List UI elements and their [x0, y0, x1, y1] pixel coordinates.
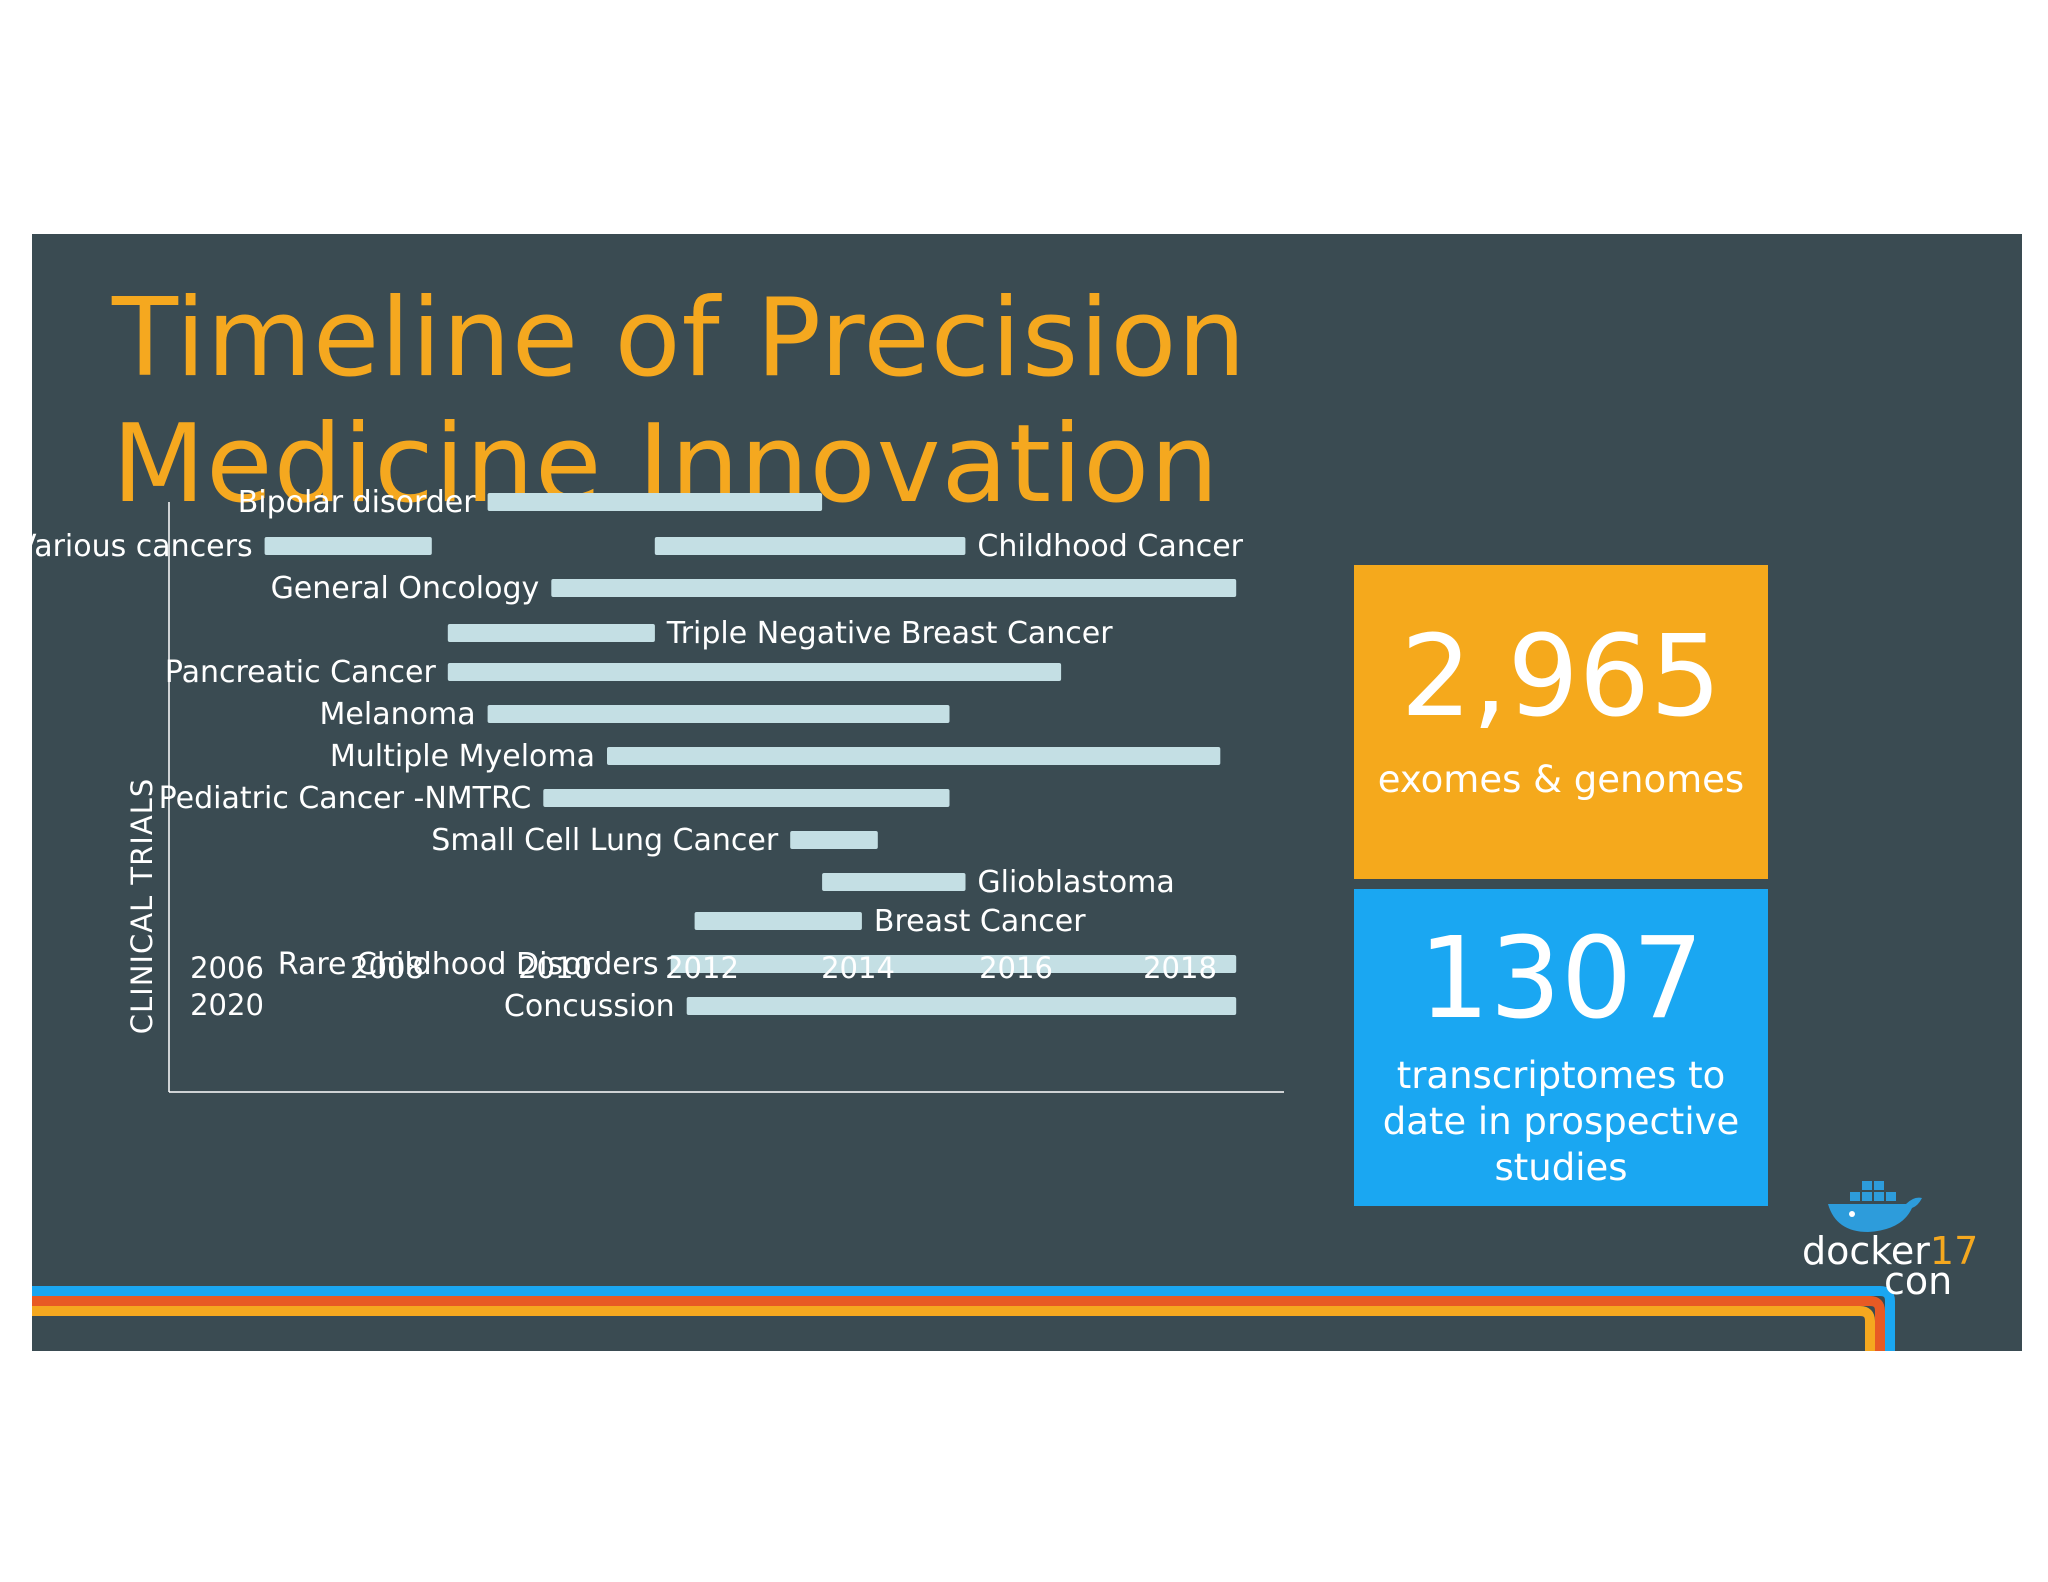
stat-transcriptomes: 1307 transcriptomes to date in prospecti… — [1354, 889, 1768, 1206]
slide: Timeline of Precision Medicine Innovatio… — [32, 234, 2022, 1351]
bar-concussion — [686, 997, 1237, 1015]
slide-title: Timeline of Precision Medicine Innovatio… — [112, 276, 1247, 528]
stripe-yellow — [32, 1306, 1875, 1351]
x-tick-label: 2006 — [190, 951, 264, 985]
bar-label: Melanoma — [320, 697, 476, 732]
timeline-chart: CLINICAL TRIALS Bipolar disorder Various … — [32, 485, 1284, 1093]
x-tick-label: 2012 — [665, 951, 739, 985]
bar-label: Concussion — [504, 989, 675, 1024]
stat-exomes-genomes: 2,965 exomes & genomes — [1354, 565, 1768, 879]
docker-whale-icon — [1828, 1181, 1922, 1232]
stat-value: 2,965 — [1400, 612, 1722, 742]
bar-rare-childhood-disorders — [670, 955, 1237, 973]
bar-pancreatic-cancer — [447, 663, 1062, 681]
bar-label: Breast Cancer — [874, 904, 1086, 939]
stripe-orange — [32, 1296, 1885, 1351]
logo-number: 17 — [1929, 1229, 1979, 1273]
bar-general-oncology — [551, 579, 1237, 597]
x-tick-label: 2014 — [821, 951, 895, 985]
x-tick-label: 2018 — [1143, 951, 1217, 985]
x-tick-labels: 2006 2008 2010 2012 2014 2016 2018 2020 — [190, 951, 1217, 1022]
bar-multiple-myeloma — [607, 747, 1221, 765]
bar-label: Bipolar disorder — [238, 485, 477, 520]
bar-label: Small Cell Lung Cancer — [431, 823, 779, 858]
logo-suffix: con — [1884, 1259, 1953, 1303]
y-axis-title: CLINICAL TRIALS — [125, 778, 159, 1035]
stripe-blue — [32, 1286, 1895, 1351]
bar-various-cancers — [264, 537, 432, 555]
bar-label: Pediatric Cancer -NMTRC — [159, 781, 532, 816]
bar-label: General Oncology — [271, 571, 540, 606]
bar-childhood-cancer — [654, 537, 966, 555]
bar-label: Various cancers — [32, 529, 253, 564]
bar-label: Triple Negative Breast Cancer — [666, 616, 1113, 651]
bar-label: Rare Childhood Disorders — [278, 947, 659, 982]
dockercon-logo: docker17 con — [1802, 1174, 1982, 1304]
bar-glioblastoma — [822, 873, 966, 891]
stat-text: transcriptomes to date in prospective st… — [1382, 1054, 1740, 1189]
bar-label: Pancreatic Cancer — [165, 655, 437, 690]
bar-triple-negative-breast-cancer — [447, 624, 655, 642]
decorative-stripes — [32, 1286, 1895, 1351]
bar-label: Multiple Myeloma — [330, 739, 595, 774]
x-tick-label: 2020 — [190, 988, 264, 1022]
bar-breast-cancer — [694, 912, 862, 930]
bars-layer: Bipolar disorder Various cancers Childhood… — [32, 485, 1244, 1024]
bar-pediatric-cancer-nmtrc — [543, 789, 950, 807]
x-tick-label: 2010 — [518, 951, 592, 985]
bar-small-cell-lung-cancer — [790, 831, 878, 849]
stat-value: 1307 — [1418, 914, 1704, 1044]
logo-word: docker — [1802, 1229, 1930, 1273]
stat-text: exomes & genomes — [1377, 758, 1745, 801]
x-tick-label: 2008 — [350, 951, 424, 985]
bar-bipolar-disorder — [487, 493, 823, 511]
bar-label: Glioblastoma — [977, 865, 1174, 900]
bar-melanoma — [487, 705, 950, 723]
x-tick-label: 2016 — [979, 951, 1053, 985]
bar-label: Childhood Cancer — [977, 529, 1243, 564]
title-line-1: Timeline of Precision — [112, 276, 1247, 401]
